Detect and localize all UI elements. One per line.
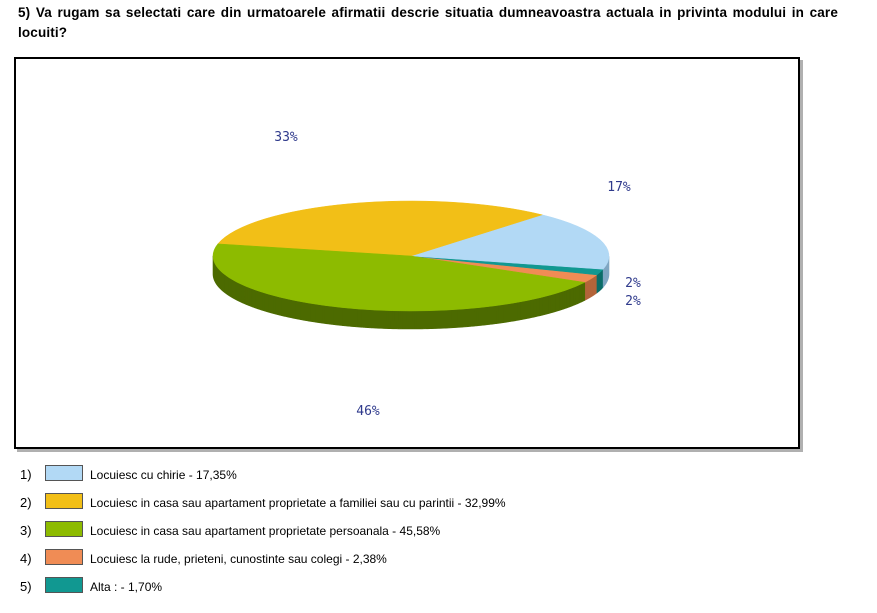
- legend-swatch: [45, 521, 83, 537]
- legend-swatch: [45, 493, 83, 509]
- legend-number: 5): [20, 579, 32, 594]
- question-title: 5) Va rugam sa selectati care din urmato…: [18, 5, 838, 40]
- chart-frame: 2% 2% 17% 33% 46%: [14, 57, 800, 449]
- legend-swatch: [45, 465, 83, 481]
- slice-label-2: 46%: [356, 404, 380, 419]
- legend-label: Locuiesc la rude, prieteni, cunostinte s…: [90, 552, 387, 566]
- slice-label-4: 2%: [625, 294, 641, 309]
- legend-number: 4): [20, 551, 32, 566]
- legend-label: Locuiesc cu chirie - 17,35%: [90, 468, 237, 482]
- legend-item: 5) Alta : - 1,70%: [18, 572, 718, 600]
- pie-slice-1: [217, 200, 544, 257]
- pie-chart: 2% 2% 17% 33% 46%: [212, 130, 641, 419]
- legend-item: 2) Locuiesc in casa sau apartament propr…: [18, 488, 718, 516]
- legend-item: 3) Locuiesc in casa sau apartament propr…: [18, 516, 718, 544]
- legend-number: 3): [20, 523, 32, 538]
- legend-swatch: [45, 549, 83, 565]
- legend-item: 1) Locuiesc cu chirie - 17,35%: [18, 460, 718, 488]
- pie-side-0: [602, 256, 610, 289]
- pie-side-2: [212, 255, 586, 330]
- legend-number: 1): [20, 467, 32, 482]
- legend-label: Locuiesc in casa sau apartament propriet…: [90, 524, 441, 538]
- legend-label: Alta : - 1,70%: [90, 580, 163, 594]
- slice-label-3: 2%: [625, 276, 641, 291]
- legend-number: 2): [20, 495, 32, 510]
- pie-side-3: [584, 274, 598, 301]
- pie-slice-2: [212, 243, 586, 312]
- legend: 1) Locuiesc cu chirie - 17,35% 2) Locuie…: [18, 460, 718, 600]
- pie-slice-0: [410, 214, 610, 270]
- legend-swatch: [45, 577, 83, 593]
- slice-label-0: 17%: [607, 180, 631, 195]
- pie-side-4: [596, 268, 604, 294]
- legend-label: Locuiesc in casa sau apartament propriet…: [90, 496, 506, 510]
- legend-item: 4) Locuiesc la rude, prieteni, cunostint…: [18, 544, 718, 572]
- slice-label-1: 33%: [274, 130, 298, 145]
